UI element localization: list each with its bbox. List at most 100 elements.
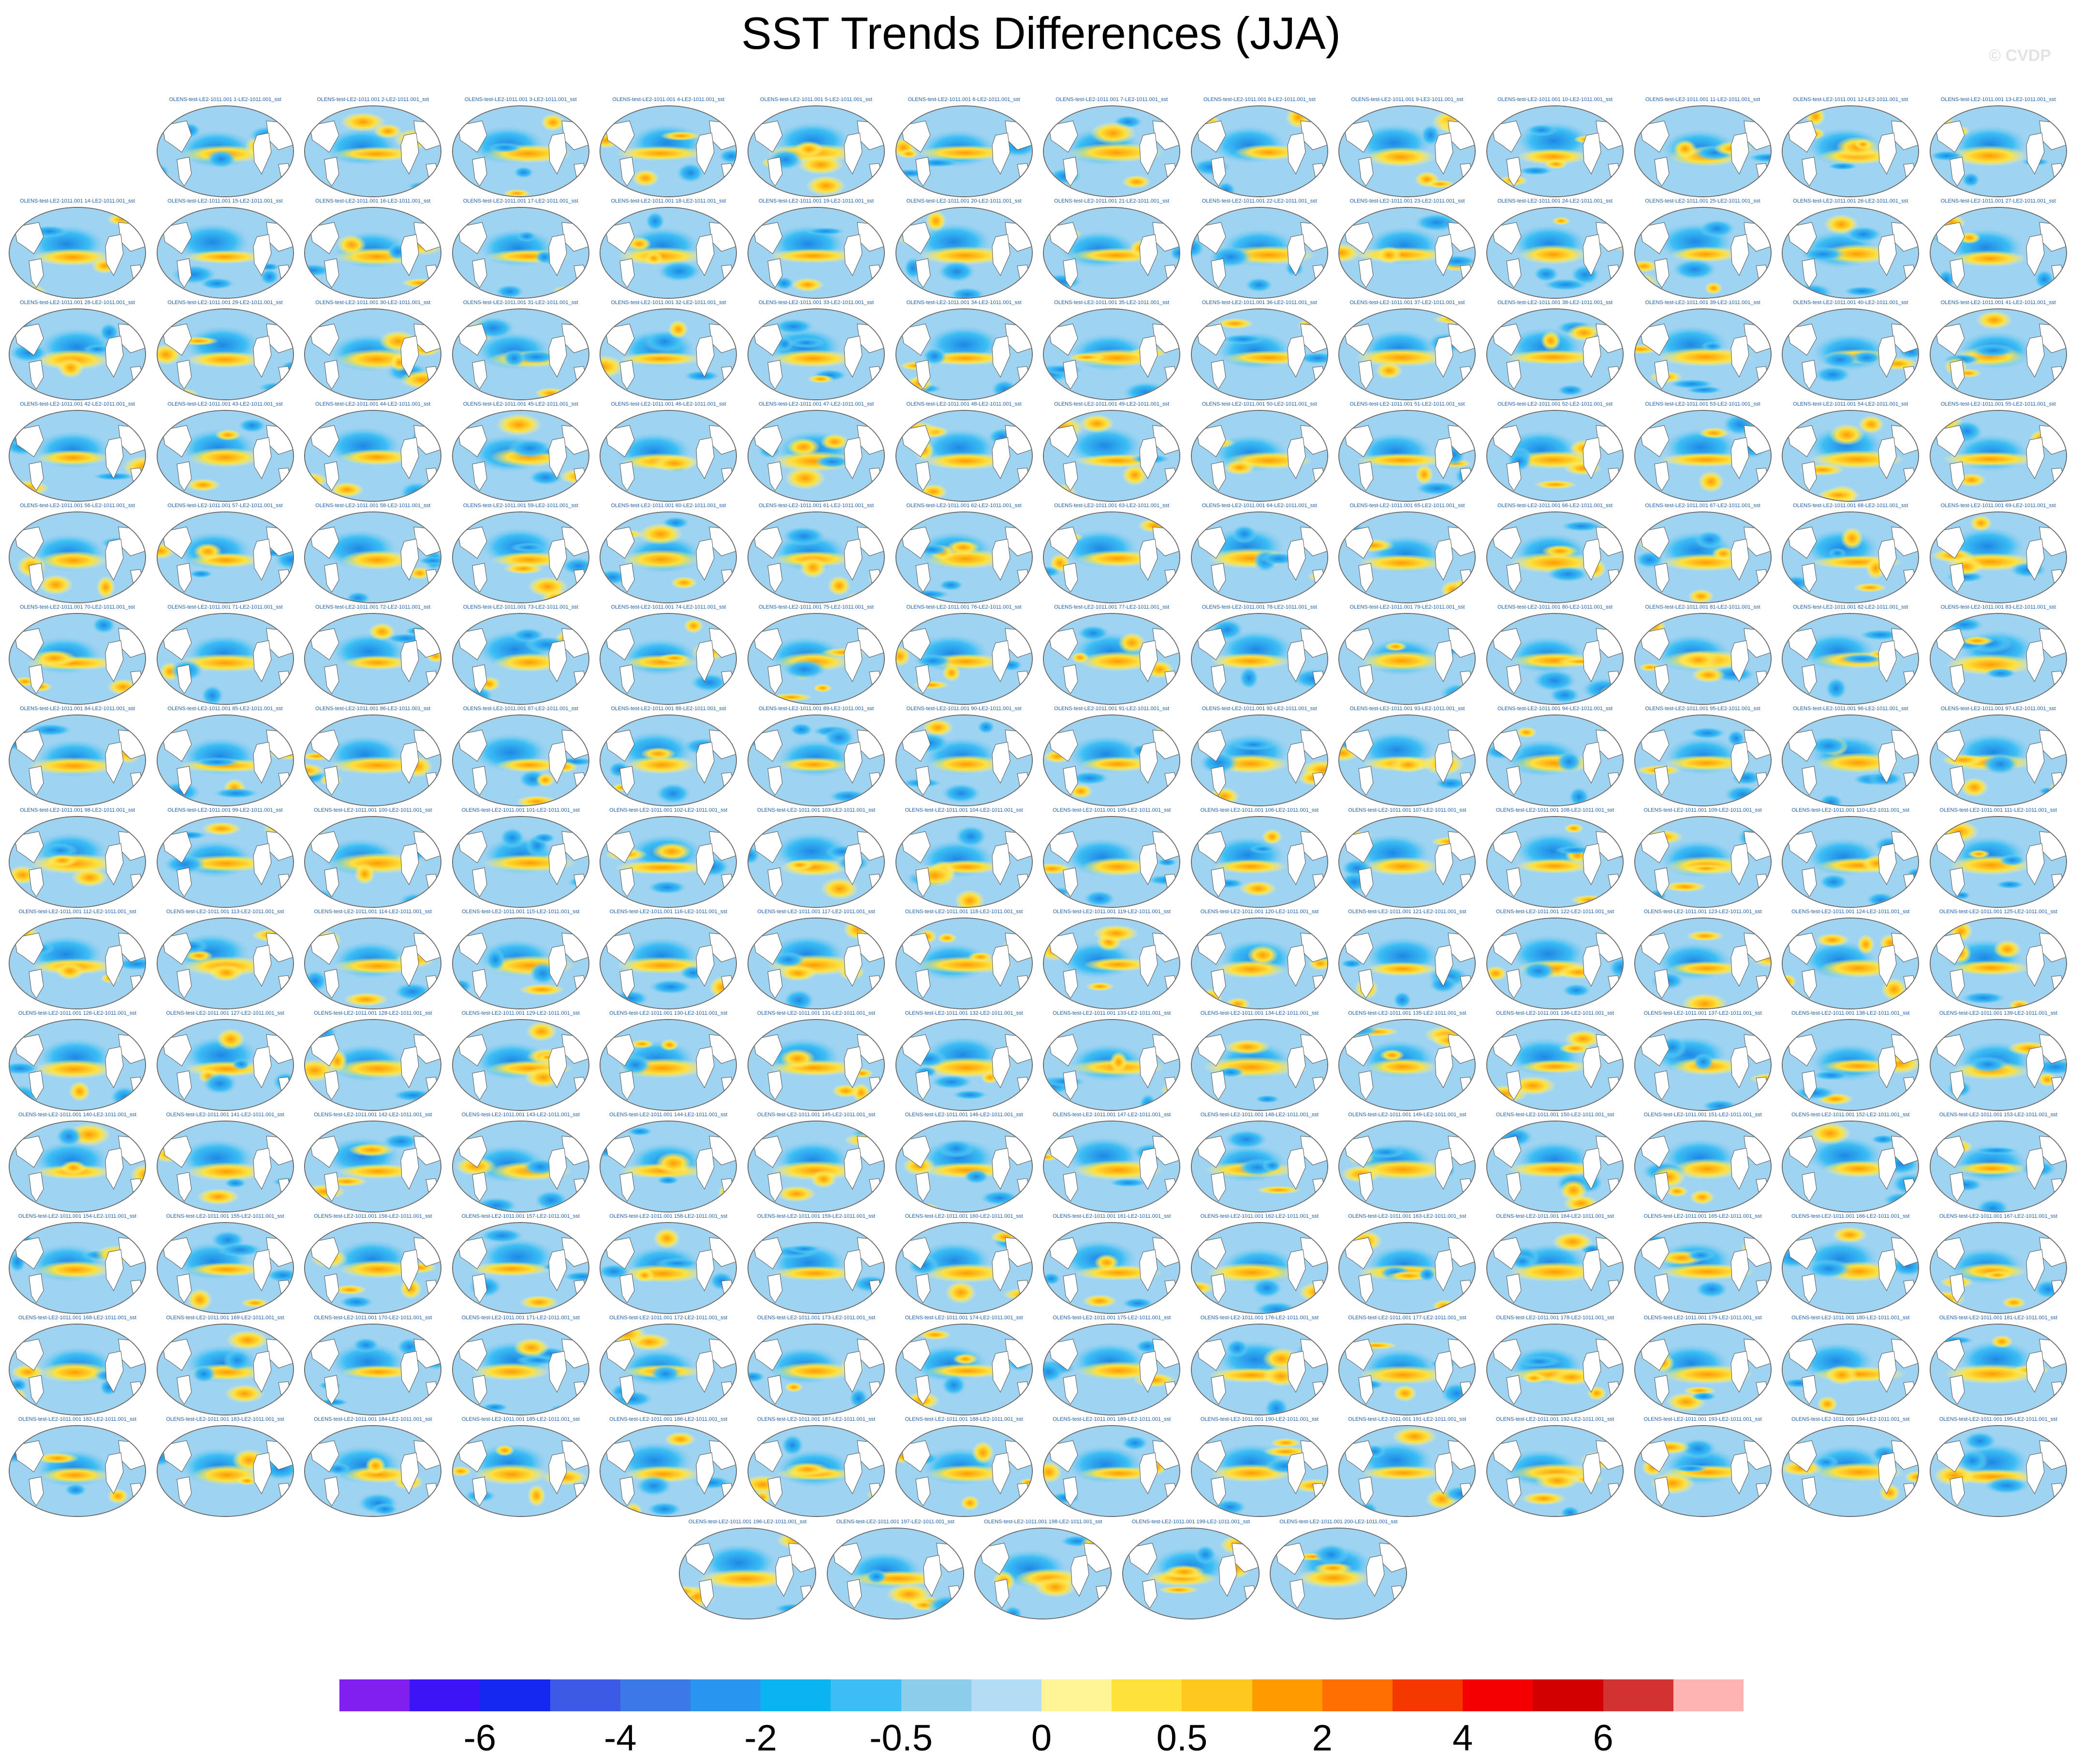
landmass [901, 425, 931, 457]
landmass [1312, 1178, 1325, 1192]
landmass [1950, 258, 1965, 288]
sst-map [1486, 1222, 1624, 1314]
landmass [1640, 222, 1670, 254]
landmass [1583, 335, 1601, 378]
anomaly-patch [832, 1084, 860, 1098]
landmass [1903, 366, 1916, 380]
landmass [1016, 264, 1030, 278]
map-panel: OLENS-test-LE2-1011.001 49-LE2-1011.001_… [1039, 401, 1184, 506]
map-panel: OLENS-test-LE2-1011.001 27-LE2-1011.001_… [1926, 198, 2071, 303]
warm-anomaly [1513, 753, 1595, 773]
landmass [1139, 234, 1158, 277]
landmass [425, 1483, 439, 1497]
landmass [425, 1381, 439, 1395]
map-panel: OLENS-test-LE2-1011.001 194-LE2-1011.001… [1778, 1416, 1923, 1521]
sst-field [896, 1426, 1032, 1516]
panel-title: OLENS-test-LE2-1011.001 47-LE2-1011.001_… [758, 401, 874, 407]
landmass [1755, 467, 1769, 481]
map-panel: OLENS-test-LE2-1011.001 166-LE2-1011.001… [1778, 1213, 1923, 1318]
sst-field [305, 309, 441, 399]
panel-title: OLENS-test-LE2-1011.001 119-LE2-1011.001… [1053, 909, 1171, 915]
sst-map [1929, 1324, 2067, 1415]
sst-field [1044, 208, 1180, 298]
sst-field [748, 208, 884, 298]
landmass [2026, 539, 2045, 581]
landmass [1048, 831, 1078, 863]
map-panel: OLENS-test-LE2-1011.001 18-LE2-1011.001_… [596, 198, 741, 303]
panel-title: OLENS-test-LE2-1011.001 54-LE2-1011.001_… [1793, 401, 1908, 407]
panel-title: OLENS-test-LE2-1011.001 125-LE2-1011.001… [1939, 909, 2057, 915]
anomaly-patch [1384, 641, 1408, 652]
landmass [1312, 1483, 1325, 1497]
landmass [1344, 729, 1374, 762]
warm-anomaly [338, 449, 415, 466]
anomaly-patch [828, 789, 869, 803]
landmass [1358, 360, 1374, 390]
landmass [1196, 1034, 1226, 1066]
sst-map [1486, 1121, 1624, 1212]
anomaly-patch [907, 589, 950, 599]
anomaly-patch [1723, 785, 1761, 804]
anomaly-patch [496, 413, 542, 436]
landmass [1755, 671, 1769, 685]
landmass [309, 1034, 339, 1066]
panel-title: OLENS-test-LE2-1011.001 36-LE2-1011.001_… [1202, 300, 1317, 306]
anomaly-patch [1694, 530, 1725, 549]
landmass [1492, 222, 1522, 254]
anomaly-patch [1812, 1070, 1850, 1080]
sst-map [1338, 105, 1476, 197]
landmass [844, 539, 863, 581]
panel-title: OLENS-test-LE2-1011.001 21-LE2-1011.001_… [1054, 198, 1170, 204]
colorbar-tick-label: 2 [1312, 1718, 1333, 1759]
landmass [721, 467, 734, 481]
sst-map [304, 105, 442, 197]
landmass [1950, 563, 1965, 593]
anomaly-patch [71, 868, 108, 887]
panel-title: OLENS-test-LE2-1011.001 182-LE2-1011.001… [18, 1416, 137, 1422]
sst-map [1338, 410, 1476, 502]
sst-map [1782, 816, 1920, 908]
panel-title: OLENS-test-LE2-1011.001 14-LE2-1011.001_… [19, 198, 135, 204]
sst-field [1487, 715, 1623, 805]
landmass [1935, 425, 1965, 457]
sst-map [600, 410, 737, 502]
sst-map [600, 308, 737, 400]
landmass [1244, 1585, 1257, 1599]
panel-title: OLENS-test-LE2-1011.001 74-LE2-1011.001_… [611, 604, 726, 610]
map-panel: OLENS-test-LE2-1011.001 196-LE2-1011.001… [675, 1519, 820, 1623]
map-panel: OLENS-test-LE2-1011.001 116-LE2-1011.001… [596, 909, 741, 1013]
sst-map [156, 1425, 294, 1517]
landmass [2051, 264, 2064, 278]
anomaly-patch [898, 149, 919, 159]
anomaly-patch [1993, 940, 2022, 959]
sst-field [10, 1122, 145, 1211]
landmass [1312, 1381, 1325, 1395]
panel-title: OLENS-test-LE2-1011.001 181-LE2-1011.001… [1939, 1315, 2057, 1321]
landmass [2026, 640, 2045, 683]
anomaly-patch [821, 877, 859, 900]
anomaly-patch [1122, 1297, 1154, 1309]
sst-map [304, 410, 442, 502]
map-panel: OLENS-test-LE2-1011.001 195-LE2-1011.001… [1926, 1416, 2071, 1521]
map-panel: OLENS-test-LE2-1011.001 141-LE2-1011.001… [153, 1112, 298, 1216]
warm-anomaly [1519, 245, 1587, 264]
sst-map [452, 308, 589, 400]
sst-map [9, 714, 146, 806]
anomaly-patch [781, 1434, 804, 1457]
anomaly-patch [10, 1062, 40, 1075]
landmass [721, 772, 734, 786]
sst-field [1044, 1223, 1180, 1313]
sst-field [453, 1020, 588, 1110]
anomaly-patch [96, 575, 116, 599]
anomaly-patch [800, 556, 826, 579]
landmass [767, 867, 783, 897]
panel-title: OLENS-test-LE2-1011.001 104-LE2-1011.001… [905, 807, 1023, 813]
anomaly-patch [1552, 1232, 1594, 1252]
panel-title: OLENS-test-LE2-1011.001 99-LE2-1011.001_… [167, 807, 283, 813]
anomaly-patch [1244, 277, 1273, 293]
anomaly-patch [214, 429, 241, 441]
landmass [130, 569, 143, 583]
landmass [1063, 1070, 1078, 1100]
anomaly-patch [773, 1603, 814, 1614]
map-panel: OLENS-test-LE2-1011.001 75-LE2-1011.001_… [744, 604, 889, 709]
